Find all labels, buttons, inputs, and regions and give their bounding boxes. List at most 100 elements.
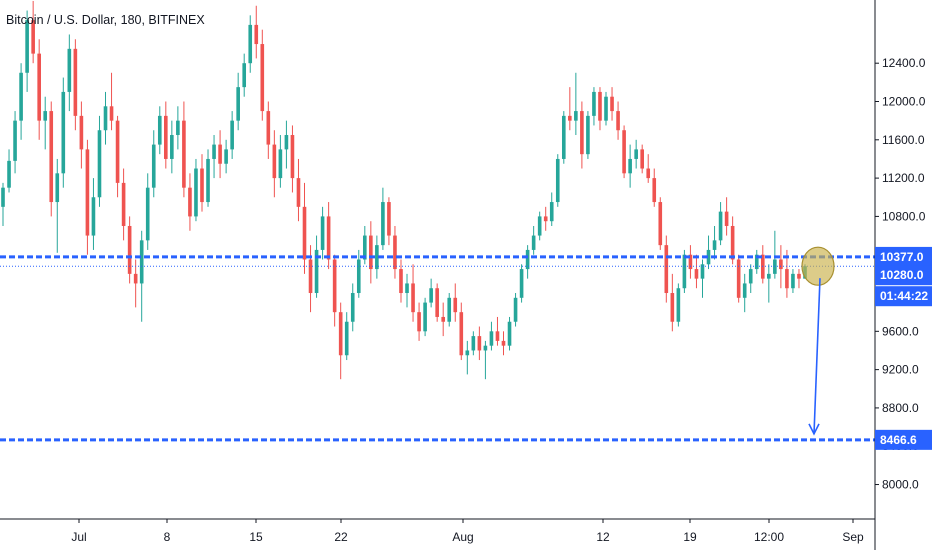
level-badge-10377-text: 10377.0 bbox=[880, 250, 924, 264]
candle-body bbox=[592, 92, 596, 116]
candle-body bbox=[719, 212, 723, 241]
x-tick-label: 22 bbox=[334, 530, 348, 544]
candle-body bbox=[170, 135, 174, 159]
candle-body bbox=[652, 178, 656, 202]
candle-body bbox=[574, 111, 578, 121]
candle-body bbox=[749, 269, 753, 283]
candle bbox=[658, 197, 662, 250]
candle-body bbox=[459, 312, 463, 355]
x-tick-label: 15 bbox=[249, 530, 263, 544]
x-tick-label: 12 bbox=[596, 530, 610, 544]
candle-body bbox=[484, 346, 488, 351]
candle-body bbox=[357, 260, 361, 294]
candle-body bbox=[13, 121, 17, 161]
candle-body bbox=[303, 207, 307, 260]
candle-body bbox=[152, 145, 156, 188]
candle-body bbox=[1, 188, 5, 207]
candle-body bbox=[671, 293, 675, 322]
candle-body bbox=[562, 116, 566, 159]
candle-body bbox=[610, 97, 614, 111]
candle-body bbox=[182, 121, 186, 188]
candle bbox=[435, 283, 439, 321]
candle-body bbox=[785, 269, 789, 288]
y-tick-label: 12000.0 bbox=[882, 95, 926, 109]
candle-body bbox=[285, 135, 289, 149]
candle bbox=[128, 216, 132, 283]
last-price-badge-text: 10280.0 bbox=[880, 268, 924, 282]
candle-body bbox=[658, 202, 662, 245]
candle-body bbox=[743, 283, 747, 297]
countdown-badge-text: 01:44:22 bbox=[880, 289, 928, 303]
candle-body bbox=[7, 161, 11, 188]
candle-body bbox=[140, 240, 144, 283]
candle-body bbox=[417, 312, 421, 331]
candle-body bbox=[544, 216, 548, 221]
candle-body bbox=[640, 149, 644, 168]
candle-body bbox=[254, 25, 258, 44]
candle-body bbox=[146, 188, 150, 241]
candle-body bbox=[19, 73, 23, 121]
candle-body bbox=[212, 145, 216, 159]
candle-body bbox=[399, 269, 403, 293]
candle-body bbox=[200, 169, 204, 203]
candle-body bbox=[43, 111, 47, 121]
candle-body bbox=[122, 183, 126, 226]
candle-body bbox=[230, 121, 234, 150]
y-tick-label: 9600.0 bbox=[882, 324, 919, 338]
y-tick-label: 11600.0 bbox=[882, 133, 925, 147]
candle-body bbox=[236, 87, 240, 121]
x-tick-label: Sep bbox=[842, 530, 864, 544]
candle-body bbox=[80, 116, 84, 150]
candle-body bbox=[351, 293, 355, 322]
candle bbox=[556, 154, 560, 207]
candle-body bbox=[423, 303, 427, 332]
candle-body bbox=[381, 202, 385, 245]
y-tick-label: 10800.0 bbox=[882, 209, 926, 223]
candle-body bbox=[532, 236, 536, 250]
candle-body bbox=[411, 283, 415, 312]
candle-body bbox=[321, 216, 325, 250]
candle-body bbox=[429, 288, 433, 302]
candle-body bbox=[49, 111, 53, 202]
candle-body bbox=[586, 116, 590, 154]
candle-body bbox=[556, 159, 560, 202]
candle-body bbox=[86, 149, 90, 235]
candle bbox=[586, 111, 590, 159]
candle-body bbox=[538, 216, 542, 235]
candle-body bbox=[345, 322, 349, 356]
candle-body bbox=[713, 240, 717, 250]
candle-body bbox=[616, 111, 620, 130]
candle bbox=[664, 236, 668, 303]
y-tick-label: 12400.0 bbox=[882, 56, 926, 70]
candle bbox=[622, 125, 626, 178]
candle-body bbox=[279, 149, 283, 178]
circle-marker[interactable] bbox=[802, 247, 834, 285]
candle-body bbox=[664, 245, 668, 293]
candle-body bbox=[478, 336, 482, 350]
candle-body bbox=[134, 274, 138, 284]
candle-body bbox=[779, 260, 783, 270]
y-tick-label: 11200.0 bbox=[882, 171, 925, 185]
x-tick-label: 19 bbox=[683, 530, 697, 544]
candle-body bbox=[110, 106, 114, 120]
candle-body bbox=[206, 159, 210, 202]
candle-body bbox=[598, 92, 602, 121]
candle-body bbox=[490, 331, 494, 345]
candle-body bbox=[194, 169, 198, 217]
candle-body bbox=[622, 130, 626, 173]
candle-body bbox=[25, 20, 29, 73]
candle bbox=[514, 293, 518, 327]
candle bbox=[61, 78, 65, 188]
candle-body bbox=[248, 25, 252, 63]
candle-body bbox=[683, 255, 687, 289]
candle-body bbox=[61, 92, 65, 173]
candle-body bbox=[466, 350, 470, 355]
candle bbox=[562, 111, 566, 164]
candle bbox=[447, 293, 451, 327]
candle-body bbox=[568, 116, 572, 121]
candle-body bbox=[731, 226, 735, 260]
chart-title: Bitcoin / U.S. Dollar, 180, BITFINEX bbox=[6, 13, 205, 27]
x-tick-label: 12:00 bbox=[754, 530, 784, 544]
candle bbox=[520, 264, 524, 302]
